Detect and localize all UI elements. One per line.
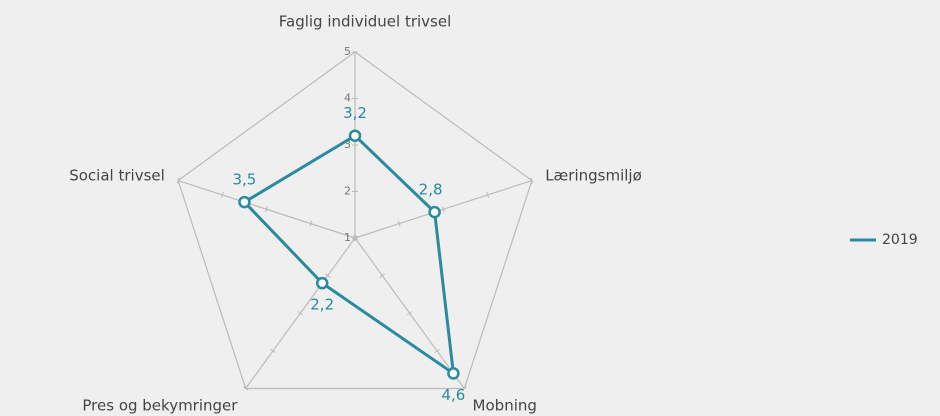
data-point: [348, 129, 362, 142]
axis-label: Social trivsel: [69, 167, 165, 185]
radar-frame: [177, 51, 533, 390]
data-point: [447, 367, 460, 380]
tick-mark: [265, 206, 268, 213]
axis-label: Mobning: [473, 396, 537, 414]
value-label: 4,6: [441, 386, 465, 404]
legend-label: 2019: [882, 232, 918, 248]
value-label: 2,8: [419, 181, 443, 199]
data-point: [315, 276, 329, 290]
y-tick-label: 2: [344, 185, 351, 198]
y-tick-label: 5: [344, 45, 351, 58]
tick-mark: [220, 191, 224, 198]
data-point: [428, 205, 441, 219]
y-tick-label: 1: [344, 231, 351, 244]
tick-mark: [406, 311, 413, 316]
tick-mark: [434, 348, 440, 354]
tick-mark: [309, 220, 313, 227]
y-tick-label: 3: [344, 138, 351, 151]
tick-mark: [486, 191, 490, 198]
value-label: 2,2: [310, 296, 334, 314]
value-label: 3,5: [233, 171, 257, 189]
tick-mark: [270, 348, 276, 354]
tick-mark: [397, 220, 401, 227]
tick-mark: [530, 177, 534, 184]
axis-label: Faglig individuel trivsel: [279, 13, 452, 31]
tick-mark: [297, 311, 304, 316]
axis-label: Pres og bekymringer: [82, 396, 238, 414]
series-line: [242, 133, 456, 377]
tick-mark: [242, 386, 249, 391]
axis-label: Læringsmiljø: [545, 167, 642, 185]
tick-mark: [324, 273, 331, 278]
tick-mark: [176, 177, 180, 184]
tick-mark: [442, 206, 445, 213]
tick-mark: [353, 234, 357, 242]
value-label: 3,2: [343, 104, 367, 122]
data-point: [238, 195, 251, 209]
tick-mark: [461, 386, 468, 391]
y-tick-label: 4: [344, 92, 351, 105]
tick-mark: [379, 273, 386, 278]
